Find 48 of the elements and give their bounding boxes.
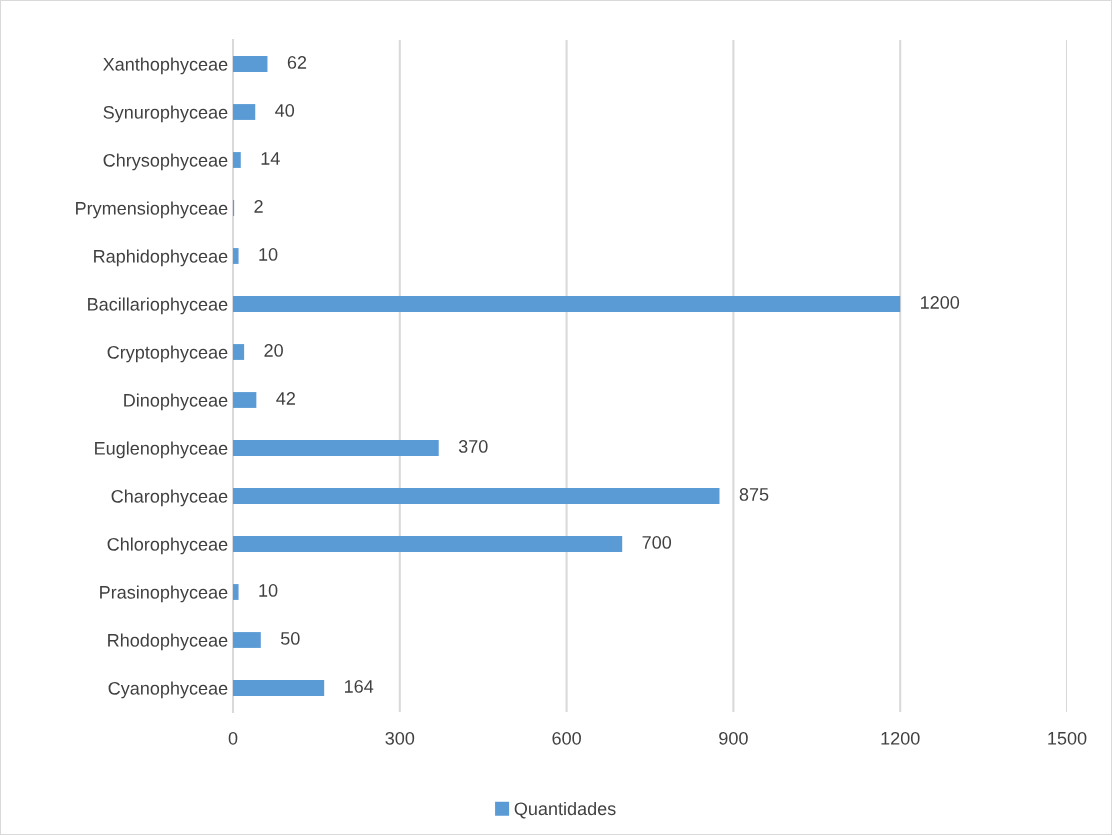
data-label: 50 <box>280 632 300 645</box>
y-tick-label: Euglenophyceae <box>95 441 228 459</box>
data-label: 164 <box>345 680 374 693</box>
bar <box>233 104 256 120</box>
y-tick-label: Prymensiophyceae <box>76 201 228 219</box>
y-tick-label: Charophyceae <box>111 489 228 507</box>
bar <box>233 56 268 72</box>
y-tick-label: Chrysophyceae <box>103 153 228 171</box>
data-label: 40 <box>275 104 295 117</box>
y-tick-label: Raphidophyceae <box>94 249 228 267</box>
x-tick-label: 600 <box>552 731 581 745</box>
bar <box>233 536 623 552</box>
data-label: 20 <box>264 344 283 357</box>
x-tick-label: 1200 <box>881 731 920 745</box>
y-tick-label: Xanthophyceae <box>103 57 228 75</box>
bar <box>233 632 261 648</box>
bar <box>233 248 239 264</box>
bar <box>233 296 901 312</box>
data-label: 370 <box>458 440 488 453</box>
bar <box>233 392 257 408</box>
bar <box>233 680 325 696</box>
data-label: 1200 <box>921 296 960 309</box>
bar <box>233 584 239 600</box>
data-label: 875 <box>739 488 769 501</box>
y-tick-label: Cyanophyceae <box>108 681 228 699</box>
bar <box>233 488 720 504</box>
x-tick-label: 1500 <box>1048 731 1087 745</box>
legend-label: Quantidades <box>514 801 616 819</box>
y-tick-label: Cryptophyceae <box>107 345 228 363</box>
x-tick-label: 0 <box>228 731 238 745</box>
data-label: 62 <box>287 56 307 69</box>
data-label: 10 <box>259 248 278 261</box>
y-tick-label: Synurophyceae <box>103 105 228 123</box>
y-tick-label: Rhodophyceae <box>108 633 228 651</box>
x-tick-label: 900 <box>719 731 748 745</box>
y-tick-label: Prasinophyceae <box>100 585 228 603</box>
bar <box>233 152 241 168</box>
data-label: 14 <box>261 152 280 165</box>
bar <box>233 440 439 456</box>
y-tick-label: Dinophyceae <box>124 393 228 411</box>
y-tick-label: Bacillariophyceae <box>88 297 228 315</box>
bar <box>233 344 245 360</box>
x-tick-label: 300 <box>385 731 415 745</box>
y-tick-label: Chlorophyceae <box>107 537 228 555</box>
data-label: 700 <box>642 536 672 549</box>
data-label: 10 <box>259 584 278 597</box>
data-label: 2 <box>254 200 263 213</box>
data-label: 42 <box>276 392 295 405</box>
